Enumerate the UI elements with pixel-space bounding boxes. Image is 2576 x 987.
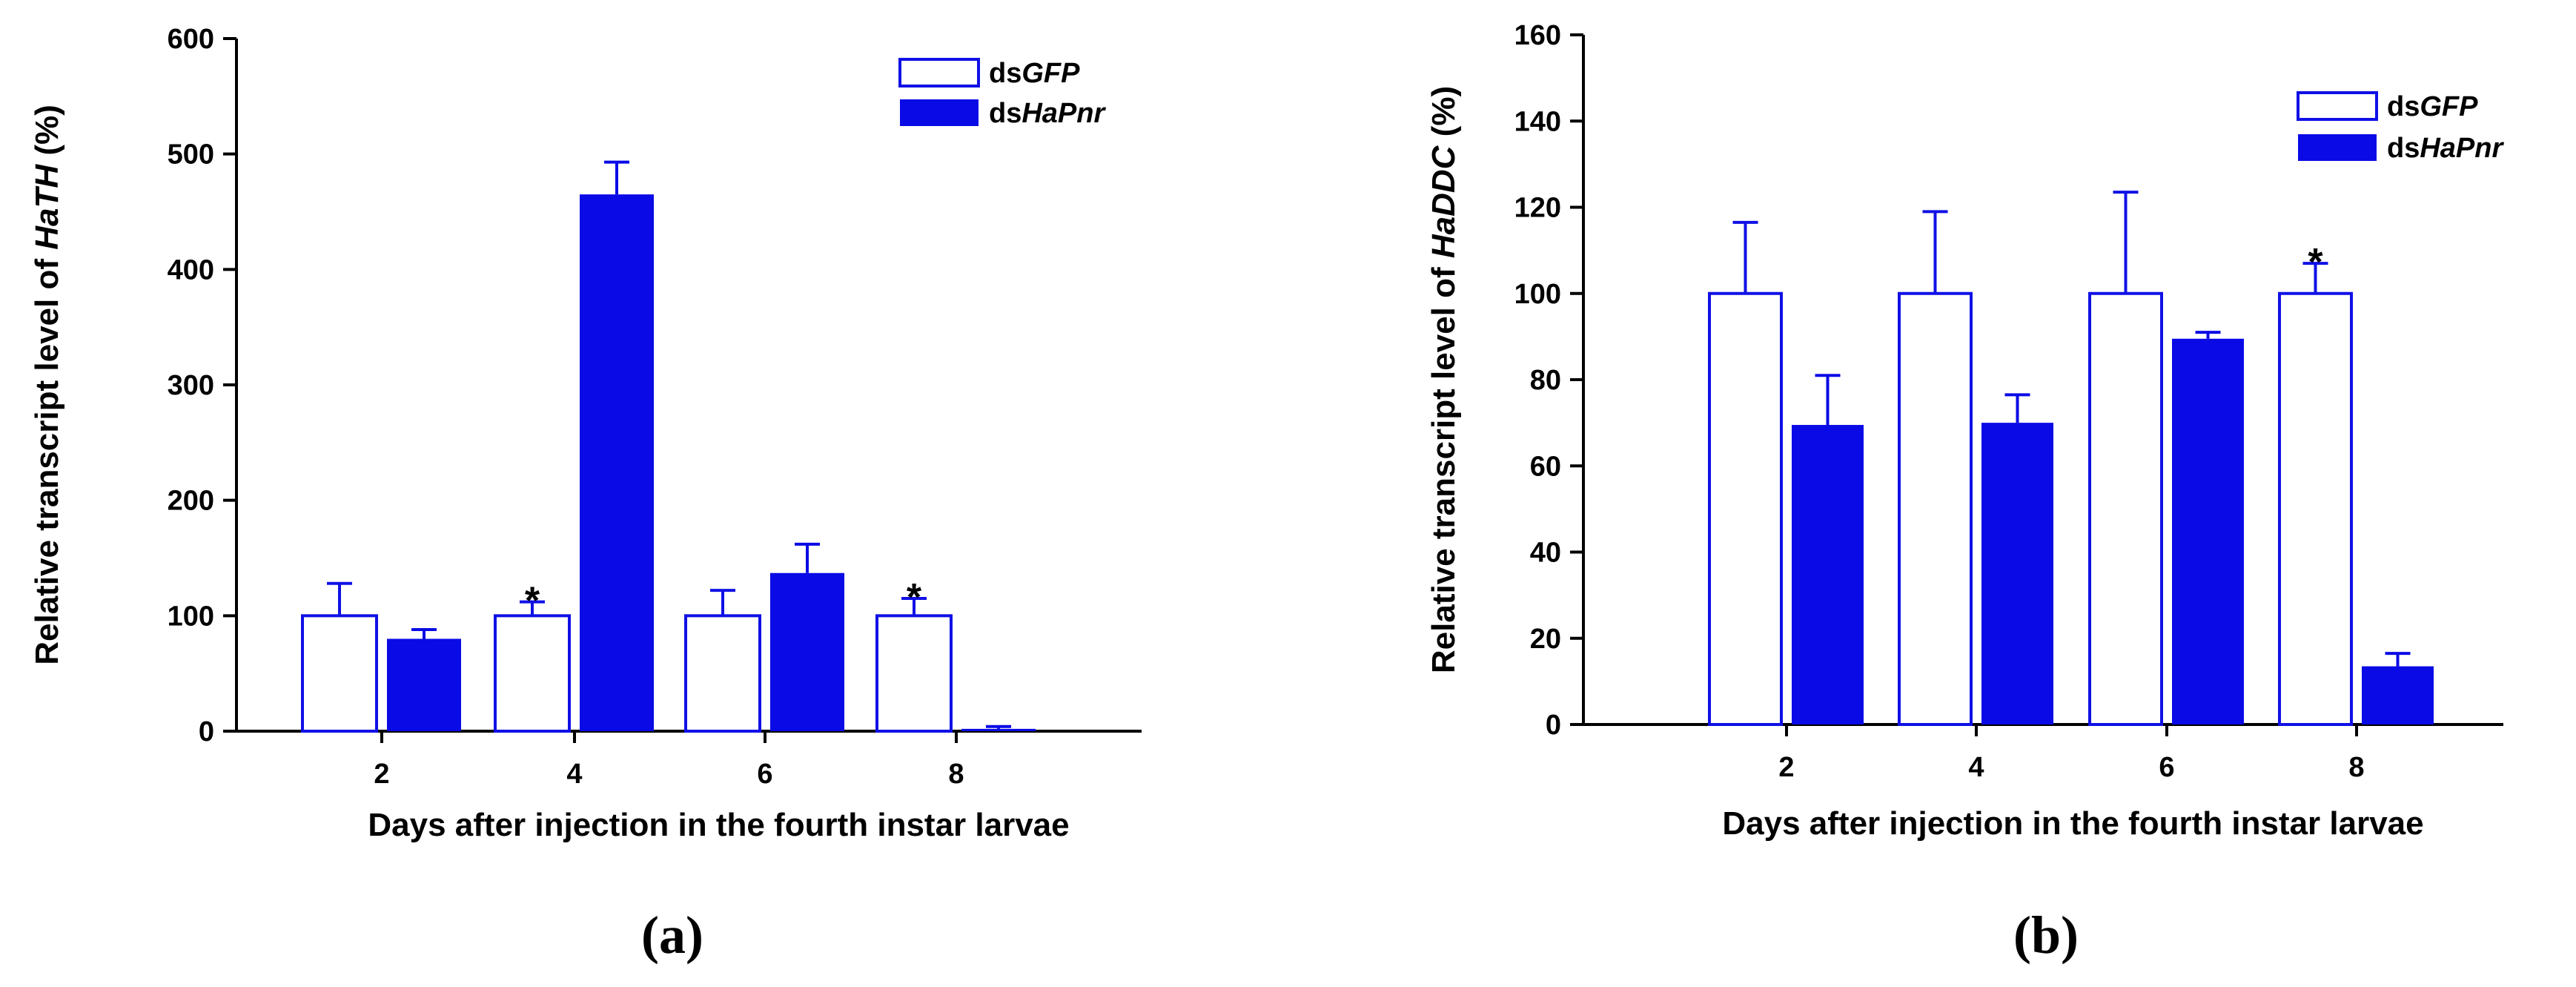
x-tick-label: 8 [948, 759, 964, 790]
y-axis-title-suffix: (%) [1426, 86, 1462, 146]
y-axis-title: Relative transcript level of HaTH (%) [29, 105, 65, 665]
bar-dshapnr [1981, 423, 2053, 724]
x-tick-label: 6 [757, 759, 772, 790]
x-tick-label: 6 [2159, 752, 2174, 783]
bar-dshapnr [1792, 425, 1864, 724]
bar-dshapnr [387, 638, 461, 731]
y-axis-title-prefix: Relative transcript level of [1426, 258, 1462, 673]
y-tick-label: 0 [199, 716, 214, 747]
legend-label-gene: GFP [1022, 58, 1080, 89]
bar-dshapnr [2172, 338, 2244, 724]
bar-dshapnr [580, 194, 654, 731]
bar-dsgfp [2088, 291, 2163, 726]
x-tick-label: 4 [1968, 752, 1984, 783]
bar-dsgfp [1898, 291, 1973, 726]
panel-label: (a) [641, 905, 703, 965]
legend-label: dsGFP [989, 58, 1080, 89]
x-tick-label: 8 [2348, 752, 2364, 783]
legend-label-prefix: ds [989, 58, 1022, 89]
bar-dsgfp [684, 614, 761, 733]
significance-asterisk: * [2308, 241, 2323, 284]
legend-label-prefix: ds [989, 98, 1022, 129]
bar-dsgfp [494, 614, 571, 733]
legend-swatch-open [2297, 91, 2378, 121]
significance-asterisk: * [907, 576, 922, 619]
bar-dsgfp [1708, 291, 1783, 726]
bar-dsgfp [301, 614, 378, 733]
y-axis-title-gene: HaTH [29, 164, 65, 250]
y-tick-label: 120 [1514, 193, 1561, 224]
legend-label-gene: GFP [2420, 91, 2478, 122]
y-tick-label: 140 [1514, 106, 1561, 137]
x-tick-label: 2 [374, 759, 389, 790]
legend-label: dsHaPnr [2387, 133, 2504, 164]
y-tick-label: 160 [1514, 20, 1561, 51]
y-tick-label: 100 [168, 601, 214, 632]
y-tick-label: 600 [168, 24, 214, 55]
y-axis-title-prefix: Relative transcript level of [29, 250, 65, 665]
y-tick-label: 40 [1530, 538, 1561, 569]
bar-dsgfp [875, 614, 953, 733]
panel-label: (b) [2013, 905, 2079, 965]
legend-label-prefix: ds [2387, 133, 2420, 164]
x-tick-label: 2 [1778, 752, 1794, 783]
y-tick-label: 80 [1530, 365, 1561, 396]
y-tick-label: 20 [1530, 624, 1561, 655]
legend-label-gene: HaPnr [1022, 98, 1106, 129]
bar-dshapnr [961, 728, 1036, 731]
bar-dsgfp [2278, 291, 2353, 726]
legend-label-gene: HaPnr [2420, 133, 2504, 164]
x-axis-title: Days after injection in the fourth insta… [1722, 805, 2423, 842]
y-tick-label: 500 [168, 139, 214, 171]
legend-swatch-filled [2298, 134, 2377, 161]
x-axis-title: Days after injection in the fourth insta… [368, 807, 1069, 843]
bar-dshapnr [770, 572, 844, 731]
x-tick-label: 4 [566, 759, 582, 790]
y-tick-label: 60 [1530, 451, 1561, 482]
y-axis-title-gene: HaDDC [1426, 145, 1462, 258]
legend-label: dsHaPnr [989, 98, 1106, 129]
significance-asterisk: * [525, 580, 540, 623]
y-axis-title: Relative transcript level of HaDDC (%) [1426, 86, 1462, 673]
y-tick-label: 100 [1514, 279, 1561, 310]
y-tick-label: 400 [168, 254, 214, 285]
y-axis-title-suffix: (%) [29, 105, 65, 165]
legend-label-prefix: ds [2387, 91, 2420, 122]
y-tick-label: 0 [1546, 710, 1561, 741]
legend-swatch-open [898, 58, 980, 88]
y-tick-label: 200 [168, 486, 214, 517]
legend-swatch-filled [900, 99, 979, 126]
legend-label: dsGFP [2387, 91, 2478, 122]
bar-dshapnr [2362, 666, 2434, 724]
y-tick-label: 300 [168, 370, 214, 401]
